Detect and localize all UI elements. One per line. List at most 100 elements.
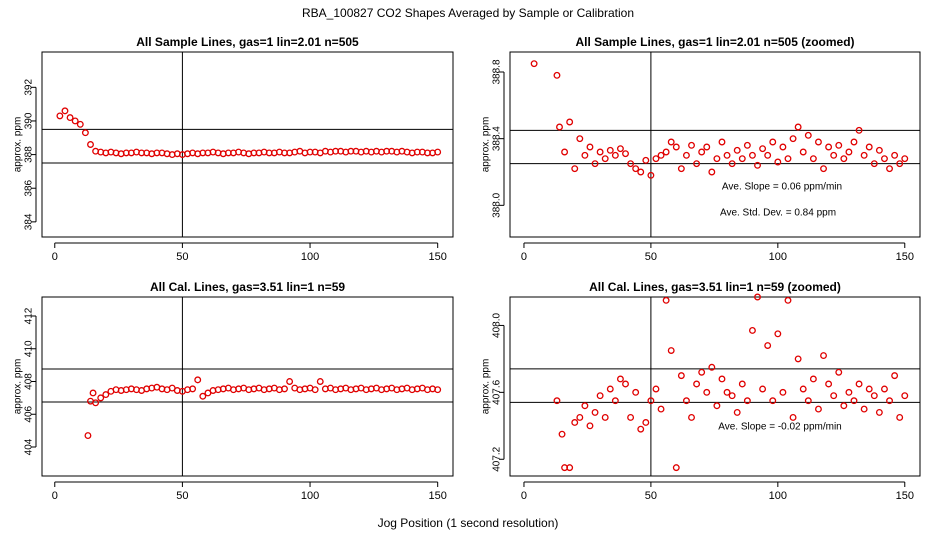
data-point <box>611 151 619 159</box>
data-point <box>601 155 609 163</box>
data-point <box>820 165 827 173</box>
data-point <box>891 372 899 380</box>
x-tick-label: 150 <box>896 251 914 263</box>
data-point <box>754 161 761 169</box>
panel-title: All Cal. Lines, gas=3.51 lin=1 n=59 <box>150 280 345 294</box>
data-point <box>586 143 594 151</box>
y-tick-label: 407.6 <box>492 379 503 404</box>
data-point <box>794 123 802 131</box>
data-point <box>647 397 655 405</box>
data-point <box>581 151 589 159</box>
data-point <box>708 168 716 176</box>
data-point <box>434 148 442 156</box>
x-tick-label: 50 <box>645 490 657 502</box>
data-point <box>784 155 792 163</box>
data-point <box>789 135 797 143</box>
data-point <box>733 408 741 416</box>
data-point <box>647 171 655 179</box>
data-point <box>586 422 594 430</box>
data-point <box>688 141 695 149</box>
data-point <box>652 155 660 163</box>
data-point <box>713 402 721 410</box>
plot-box <box>41 296 454 477</box>
y-axis-label: approx. ppm <box>481 117 492 173</box>
data-point <box>840 155 848 163</box>
data-point <box>759 145 767 153</box>
y-tick-label: 386 <box>24 179 35 196</box>
data-point <box>682 151 690 159</box>
data-point <box>901 155 909 163</box>
data-point <box>556 123 563 131</box>
data-point <box>627 413 635 421</box>
y-tick-label: 388.0 <box>492 192 503 217</box>
y-tick-label: 407.2 <box>492 446 503 471</box>
data-point <box>616 145 624 153</box>
data-point <box>870 392 878 400</box>
data-point <box>738 155 746 163</box>
x-tick-label: 0 <box>52 490 58 502</box>
data-point <box>316 378 324 385</box>
data-point <box>875 408 883 416</box>
data-point <box>596 392 604 400</box>
x-tick-label: 100 <box>301 490 319 502</box>
data-point <box>881 385 888 393</box>
data-point <box>723 151 731 159</box>
data-point <box>794 355 802 363</box>
data-point <box>530 60 538 68</box>
data-point <box>728 392 736 400</box>
data-point <box>896 160 904 168</box>
x-tick-label: 100 <box>301 251 319 263</box>
panel-title: All Cal. Lines, gas=3.51 lin=1 n=59 (zoo… <box>589 280 841 294</box>
data-point <box>571 165 579 173</box>
data-point <box>657 151 665 159</box>
data-point <box>606 385 614 393</box>
data-point <box>754 293 761 301</box>
data-point <box>677 165 685 173</box>
data-point <box>61 107 69 115</box>
data-point <box>566 118 574 126</box>
data-point <box>566 464 574 472</box>
data-point <box>748 327 756 334</box>
data-point <box>896 413 904 421</box>
data-point <box>553 71 561 79</box>
data-point <box>789 413 797 421</box>
data-point <box>891 151 899 159</box>
data-point <box>835 141 843 149</box>
data-point <box>76 120 84 128</box>
annotation: Ave. Std. Dev. = 0.84 ppm <box>720 208 836 219</box>
panel-title: All Sample Lines, gas=1 lin=2.01 n=505 <box>136 35 359 49</box>
data-point <box>652 385 660 393</box>
y-tick-label: 404 <box>24 438 35 455</box>
data-point <box>632 388 640 396</box>
data-point <box>682 397 690 405</box>
data-point <box>738 380 746 388</box>
x-tick-label: 150 <box>429 251 447 263</box>
x-tick-label: 0 <box>521 490 527 502</box>
data-point <box>571 419 579 426</box>
data-point <box>611 397 619 405</box>
data-point <box>759 385 767 393</box>
data-point <box>576 413 584 421</box>
data-point <box>662 148 670 156</box>
data-point <box>743 141 751 149</box>
data-point <box>102 391 110 399</box>
data-point <box>71 117 79 125</box>
data-point <box>92 399 100 407</box>
data-point <box>606 146 614 154</box>
data-point <box>189 385 197 393</box>
data-point <box>688 413 695 421</box>
data-point <box>662 296 670 304</box>
data-point <box>815 138 822 146</box>
panel-title: All Sample Lines, gas=1 lin=2.01 n=505 (… <box>575 35 854 49</box>
y-tick-label: 388.4 <box>492 126 503 151</box>
data-point <box>703 143 711 151</box>
data-point <box>311 386 319 394</box>
y-tick-label: 412 <box>24 307 35 324</box>
data-point <box>825 143 833 151</box>
x-tick-label: 150 <box>896 490 914 502</box>
data-point <box>581 402 589 410</box>
data-point <box>194 376 202 384</box>
y-tick-label: 410 <box>24 340 35 357</box>
data-point <box>434 386 442 394</box>
